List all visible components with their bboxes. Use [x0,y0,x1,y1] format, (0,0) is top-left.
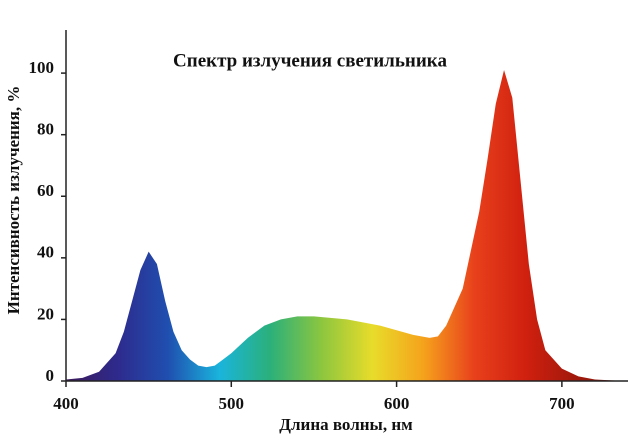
chart-title: Спектр излучения светильника [173,50,447,71]
x-tick-label: 500 [219,394,245,413]
x-tick-label: 400 [53,394,79,413]
spectrum-area [66,70,628,382]
y-tick-label: 100 [29,58,55,77]
x-tick-label: 700 [549,394,575,413]
y-tick-label: 80 [37,120,54,139]
y-axis-label: Интенсивность излучения, % [4,86,23,315]
y-tick-label: 20 [37,304,54,323]
y-tick-label: 40 [37,243,54,262]
y-tick-label: 60 [37,181,54,200]
x-axis-label: Длина волны, нм [279,415,413,434]
x-tick-label: 600 [384,394,410,413]
y-tick-label: 0 [46,366,55,385]
